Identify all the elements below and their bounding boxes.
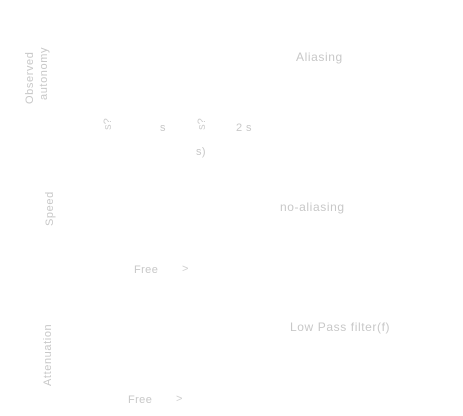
section3-title: Attenuation	[42, 324, 54, 386]
section3-row-chevron-icon[interactable]: >	[176, 393, 182, 405]
section2-title: Speed	[44, 191, 56, 226]
marker-2-label: 2 s	[236, 122, 252, 134]
section3-right-label: Low Pass filter(f)	[290, 320, 390, 334]
section1-right-label: Aliasing	[296, 50, 343, 64]
marker-1-icon: s?	[102, 118, 114, 130]
section2-row-label: Free	[134, 264, 158, 276]
marker-2-sub: s)	[196, 146, 206, 158]
section2-row-chevron-icon[interactable]: >	[182, 263, 188, 275]
section1-title-line1: Observed	[24, 52, 36, 105]
marker-1-label: s	[160, 122, 166, 134]
section1-title-line2: autonomy	[38, 47, 50, 100]
marker-2-icon: s?	[196, 118, 208, 130]
section2-right-label: no-aliasing	[280, 200, 345, 214]
section3-row-label: Free	[128, 394, 152, 406]
